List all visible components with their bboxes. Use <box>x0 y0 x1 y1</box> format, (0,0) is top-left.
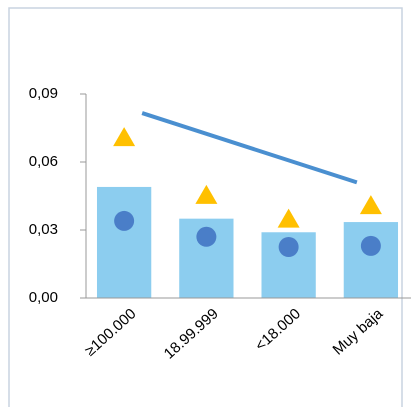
triangle <box>113 127 136 147</box>
dot <box>360 235 381 256</box>
dot <box>278 237 299 257</box>
chart-frame <box>8 7 403 407</box>
triangle <box>359 195 382 215</box>
bar <box>343 222 399 298</box>
line <box>141 111 358 185</box>
y-tick-label: 0,00 <box>29 289 58 306</box>
y-tick-label: 0,03 <box>29 221 58 238</box>
triangle <box>277 208 300 228</box>
dot <box>114 210 135 231</box>
triangle <box>195 184 218 204</box>
y-tick-label: 0,09 <box>29 85 58 102</box>
bar <box>96 186 152 298</box>
dot <box>196 226 217 247</box>
y-tick-label: 0,06 <box>29 153 58 170</box>
